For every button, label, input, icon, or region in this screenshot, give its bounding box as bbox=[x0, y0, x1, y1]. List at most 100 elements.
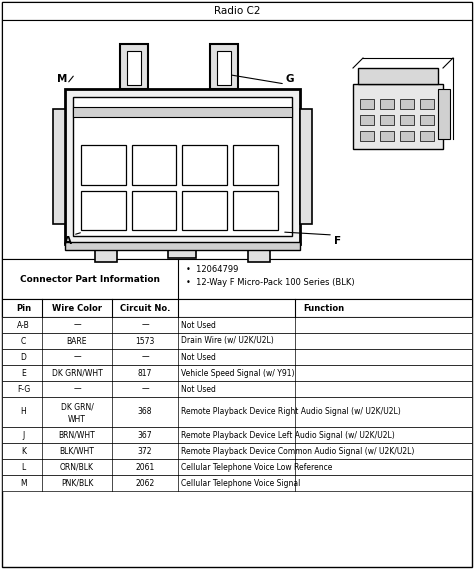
Bar bbox=[210, 44, 238, 89]
Text: K: K bbox=[21, 447, 26, 456]
Bar bbox=[127, 51, 141, 85]
Text: PNK/BLK: PNK/BLK bbox=[61, 479, 93, 488]
Text: F: F bbox=[335, 236, 342, 246]
Text: •  12-Way F Micro-Pack 100 Series (BLK): • 12-Way F Micro-Pack 100 Series (BLK) bbox=[186, 278, 355, 287]
Text: E: E bbox=[21, 369, 26, 377]
Bar bbox=[65, 89, 300, 244]
Text: 2061: 2061 bbox=[136, 463, 155, 472]
Bar bbox=[120, 44, 148, 89]
Text: —: — bbox=[73, 320, 81, 329]
Text: Remote Playback Device Left Audio Signal (w/ U2K/U2L): Remote Playback Device Left Audio Signal… bbox=[181, 431, 395, 439]
Text: 368: 368 bbox=[138, 407, 152, 417]
Bar bbox=[132, 145, 176, 184]
Text: WHT: WHT bbox=[68, 415, 86, 424]
Bar bbox=[400, 131, 414, 141]
Text: Not Used: Not Used bbox=[181, 320, 216, 329]
Bar bbox=[2, 333, 472, 349]
Bar bbox=[217, 51, 231, 85]
Bar bbox=[53, 109, 65, 224]
Text: Not Used: Not Used bbox=[181, 385, 216, 394]
Bar bbox=[380, 115, 394, 125]
Bar bbox=[2, 397, 472, 427]
Text: Remote Playback Device Common Audio Signal (w/ U2K/U2L): Remote Playback Device Common Audio Sign… bbox=[181, 447, 414, 456]
Text: Function: Function bbox=[303, 303, 344, 312]
Bar bbox=[2, 299, 472, 317]
Bar bbox=[81, 145, 126, 184]
Bar bbox=[168, 244, 196, 258]
Text: F-G: F-G bbox=[17, 385, 30, 394]
Bar bbox=[182, 145, 227, 184]
Bar bbox=[420, 115, 434, 125]
Text: BLK/WHT: BLK/WHT bbox=[60, 447, 94, 456]
Text: 367: 367 bbox=[137, 431, 152, 439]
Bar bbox=[95, 244, 117, 262]
Bar bbox=[233, 191, 278, 230]
Text: H: H bbox=[21, 407, 27, 417]
Bar bbox=[2, 459, 472, 475]
Bar bbox=[360, 115, 374, 125]
Text: G: G bbox=[286, 74, 294, 84]
Bar bbox=[182, 191, 227, 230]
Text: Not Used: Not Used bbox=[181, 353, 216, 361]
Text: 817: 817 bbox=[138, 369, 152, 377]
Bar bbox=[2, 2, 472, 20]
Bar bbox=[400, 115, 414, 125]
Text: DK GRN/: DK GRN/ bbox=[61, 403, 93, 412]
Bar bbox=[73, 107, 292, 117]
Bar bbox=[380, 99, 394, 109]
Bar bbox=[132, 191, 176, 230]
Bar bbox=[73, 97, 292, 236]
Text: Wire Color: Wire Color bbox=[52, 303, 102, 312]
Text: Cellular Telephone Voice Signal: Cellular Telephone Voice Signal bbox=[181, 479, 301, 488]
Text: ORN/BLK: ORN/BLK bbox=[60, 463, 94, 472]
Bar bbox=[2, 20, 472, 259]
Text: M: M bbox=[57, 74, 67, 84]
Text: Vehicle Speed Signal (w/ Y91): Vehicle Speed Signal (w/ Y91) bbox=[181, 369, 294, 377]
Text: DK GRN/WHT: DK GRN/WHT bbox=[52, 369, 102, 377]
Bar bbox=[233, 145, 278, 184]
Text: Pin: Pin bbox=[16, 303, 31, 312]
Text: —: — bbox=[141, 385, 149, 394]
Bar bbox=[2, 381, 472, 397]
Text: BARE: BARE bbox=[67, 336, 87, 345]
Bar bbox=[358, 68, 438, 84]
Text: Drain Wire (w/ U2K/U2L): Drain Wire (w/ U2K/U2L) bbox=[181, 336, 274, 345]
Bar bbox=[380, 131, 394, 141]
Text: Cellular Telephone Voice Low Reference: Cellular Telephone Voice Low Reference bbox=[181, 463, 332, 472]
Text: —: — bbox=[73, 353, 81, 361]
Bar bbox=[248, 244, 270, 262]
Bar bbox=[420, 131, 434, 141]
Text: —: — bbox=[141, 320, 149, 329]
Text: —: — bbox=[73, 385, 81, 394]
Bar bbox=[2, 365, 472, 381]
Bar bbox=[2, 475, 472, 491]
Text: L: L bbox=[21, 463, 26, 472]
Bar bbox=[2, 259, 472, 299]
Text: BRN/WHT: BRN/WHT bbox=[59, 431, 95, 439]
Text: D: D bbox=[20, 353, 27, 361]
Text: Radio C2: Radio C2 bbox=[214, 6, 260, 16]
Bar bbox=[400, 99, 414, 109]
Bar bbox=[360, 99, 374, 109]
Text: J: J bbox=[22, 431, 25, 439]
Bar bbox=[420, 99, 434, 109]
Bar bbox=[360, 131, 374, 141]
Text: Connector Part Information: Connector Part Information bbox=[20, 274, 160, 283]
Text: 372: 372 bbox=[138, 447, 152, 456]
Bar bbox=[81, 191, 126, 230]
Text: A: A bbox=[64, 236, 72, 246]
Text: •  12064799: • 12064799 bbox=[186, 265, 238, 274]
Bar bbox=[353, 84, 443, 149]
Text: 2062: 2062 bbox=[136, 479, 155, 488]
Bar bbox=[2, 317, 472, 333]
Text: Circuit No.: Circuit No. bbox=[120, 303, 170, 312]
Text: M: M bbox=[20, 479, 27, 488]
Text: C: C bbox=[21, 336, 26, 345]
Bar bbox=[65, 242, 300, 250]
Text: —: — bbox=[141, 353, 149, 361]
Text: Remote Playback Device Right Audio Signal (w/ U2K/U2L): Remote Playback Device Right Audio Signa… bbox=[181, 407, 401, 417]
Bar bbox=[300, 109, 312, 224]
Bar bbox=[2, 349, 472, 365]
Text: 1573: 1573 bbox=[135, 336, 155, 345]
Text: A-B: A-B bbox=[17, 320, 30, 329]
